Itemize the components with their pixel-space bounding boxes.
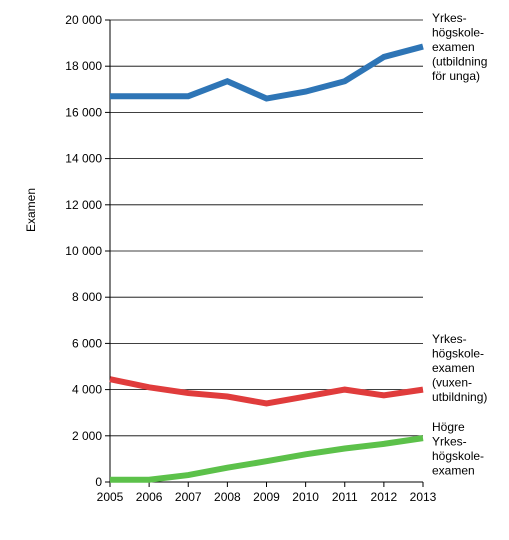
- y-tick-label: 18 000: [65, 59, 102, 73]
- y-tick-label: 12 000: [65, 198, 102, 212]
- x-tick-label: 2009: [253, 490, 280, 504]
- series-label-line: för unga): [432, 69, 480, 83]
- series-label-line: examen: [432, 361, 475, 375]
- series-line-2: [109, 376, 424, 407]
- x-tick-label: 2005: [97, 490, 124, 504]
- y-tick-label: 2 000: [72, 429, 102, 443]
- gridlines: [110, 19, 423, 437]
- series-label-line: Yrkes-: [432, 435, 467, 449]
- y-tick-label: 14 000: [65, 152, 102, 166]
- series-label-2: Yrkes-högskole-examen(vuxen-utbildning): [432, 332, 487, 404]
- x-tick-label: 2013: [410, 490, 437, 504]
- series-line-3: [110, 435, 424, 483]
- series-lines: [109, 43, 424, 483]
- y-tick-label: 4 000: [72, 383, 102, 397]
- series-label-line: (utbildning: [432, 55, 487, 69]
- y-tick-label: 16 000: [65, 105, 102, 119]
- y-tick-label: 10 000: [65, 244, 102, 258]
- y-tick-label: 20 000: [65, 13, 102, 27]
- x-tick-label: 2008: [214, 490, 241, 504]
- x-tick-label: 2007: [175, 490, 202, 504]
- y-tick-label: 0: [95, 475, 102, 489]
- series-label-line: (vuxen-: [432, 376, 472, 390]
- series-line-1: [110, 43, 424, 102]
- x-tick-label: 2011: [332, 490, 358, 504]
- series-label-line: examen: [432, 464, 475, 478]
- axes: 0 2 000 4 000 6 000 8 000 10 000 12 000 14 000 1…: [65, 13, 436, 504]
- series-label-line: högskole-: [432, 449, 484, 463]
- series-label-line: Yrkes-: [432, 332, 467, 346]
- x-tick-label: 2006: [136, 490, 163, 504]
- series-label-line: Högre: [432, 420, 465, 434]
- series-label-line: högskole-: [432, 26, 484, 40]
- series-label-line: Yrkes-: [432, 11, 467, 25]
- series-label-line: högskole-: [432, 347, 484, 361]
- y-axis-title: Examen: [24, 188, 38, 232]
- x-tick-label: 2010: [292, 490, 319, 504]
- series-label-line: utbildning): [432, 390, 487, 404]
- x-tick-label: 2012: [371, 490, 398, 504]
- series-label-line: examen: [432, 40, 475, 54]
- y-tick-label: 6 000: [72, 336, 102, 350]
- y-tick-label: 8 000: [72, 290, 102, 304]
